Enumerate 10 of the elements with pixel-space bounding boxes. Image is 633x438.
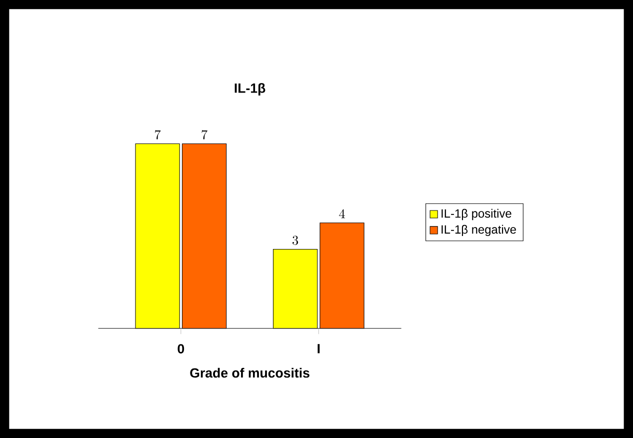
- x-tick-label: I: [318, 344, 320, 354]
- chart-title: IL-1β: [234, 83, 266, 96]
- data-label: 3: [292, 236, 298, 245]
- x-axis-title: Grade of mucositis: [190, 368, 310, 378]
- data-label: 4: [339, 209, 345, 218]
- legend-label: IL-1β positive: [442, 208, 512, 220]
- data-label: 7: [202, 130, 208, 140]
- data-label: 7: [154, 130, 161, 140]
- legend-label: IL-1β negative: [442, 224, 516, 236]
- x-tick-label: 0: [178, 344, 184, 354]
